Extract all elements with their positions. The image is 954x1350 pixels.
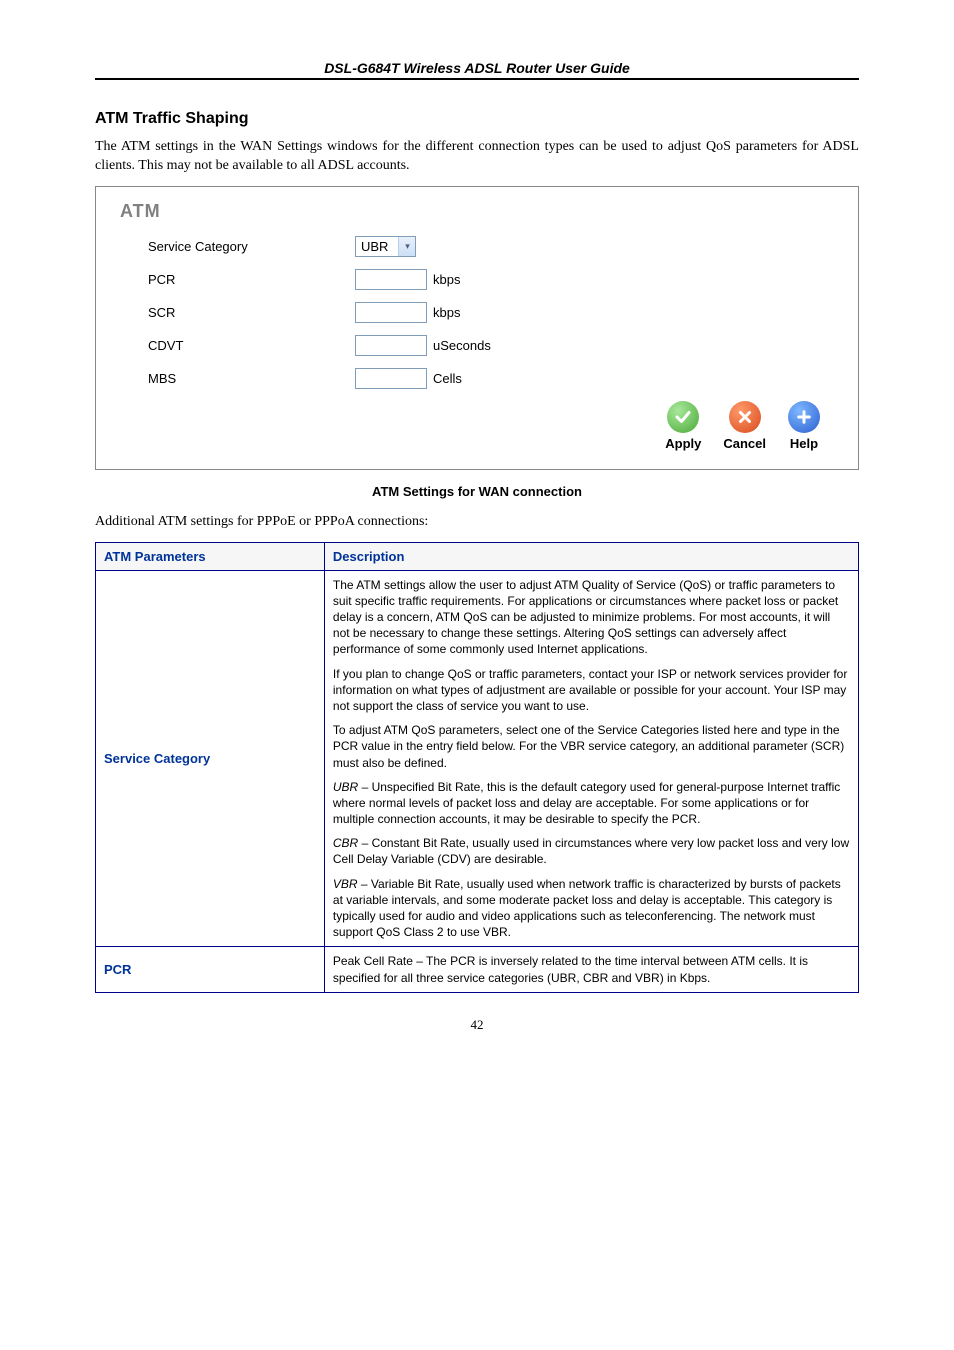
atm-panel-title: ATM <box>120 201 830 222</box>
pcr-label: PCR <box>120 272 355 287</box>
page-number: 42 <box>95 1017 859 1033</box>
cdvt-input[interactable] <box>355 335 427 356</box>
cdvt-unit: uSeconds <box>433 338 491 353</box>
table-row-label: PCR <box>96 947 325 992</box>
section-heading: ATM Traffic Shaping <box>95 110 859 128</box>
table-row-desc: Peak Cell Rate – The PCR is inversely re… <box>324 947 858 992</box>
cancel-label: Cancel <box>723 436 766 451</box>
service-category-label: Service Category <box>120 239 355 254</box>
apply-button[interactable]: Apply <box>665 401 701 451</box>
service-category-value: UBR <box>356 239 398 254</box>
mbs-label: MBS <box>120 371 355 386</box>
post-caption-text: Additional ATM settings for PPPoE or PPP… <box>95 513 859 532</box>
service-category-select[interactable]: UBR ▾ <box>355 236 416 257</box>
scr-unit: kbps <box>433 305 460 320</box>
mbs-input[interactable] <box>355 368 427 389</box>
apply-label: Apply <box>665 436 701 451</box>
atm-parameters-table: ATM Parameters Description Service Categ… <box>95 542 859 993</box>
atm-settings-panel: ATM Service Category UBR ▾ PCR kbps SCR … <box>95 186 859 470</box>
pcr-input[interactable] <box>355 269 427 290</box>
check-icon <box>667 401 699 433</box>
scr-input[interactable] <box>355 302 427 323</box>
col-header-params: ATM Parameters <box>96 542 325 570</box>
chevron-down-icon: ▾ <box>398 237 415 256</box>
cancel-button[interactable]: Cancel <box>723 401 766 451</box>
table-row-desc: The ATM settings allow the user to adjus… <box>324 570 858 947</box>
plus-icon <box>788 401 820 433</box>
intro-paragraph: The ATM settings in the WAN Settings win… <box>95 138 859 176</box>
pcr-unit: kbps <box>433 272 460 287</box>
mbs-unit: Cells <box>433 371 462 386</box>
cdvt-label: CDVT <box>120 338 355 353</box>
figure-caption: ATM Settings for WAN connection <box>95 484 859 499</box>
table-row-label: Service Category <box>96 570 325 947</box>
col-header-desc: Description <box>324 542 858 570</box>
help-button[interactable]: Help <box>788 401 820 451</box>
close-icon <box>729 401 761 433</box>
help-label: Help <box>790 436 818 451</box>
page-header: DSL-G684T Wireless ADSL Router User Guid… <box>95 60 859 78</box>
scr-label: SCR <box>120 305 355 320</box>
